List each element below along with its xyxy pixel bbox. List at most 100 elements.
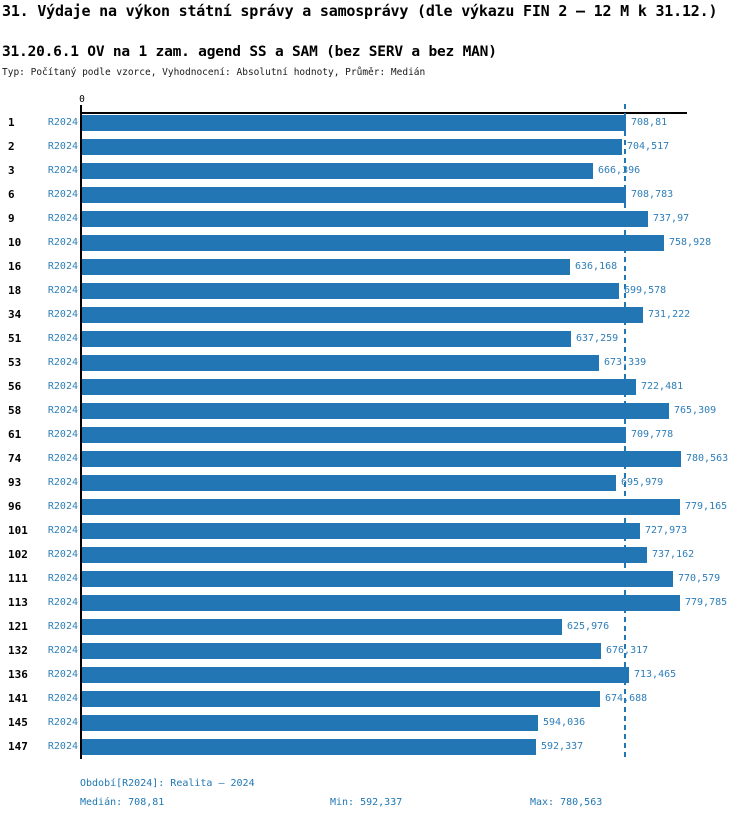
- row-period: R2024: [47, 165, 78, 176]
- bar-row: 34 R2024 731,222: [0, 303, 750, 327]
- bar-row: 93 R2024 695,979: [0, 471, 750, 495]
- row-id: 121: [8, 620, 28, 633]
- row-id: 53: [8, 356, 22, 369]
- row-id: 9: [8, 212, 15, 225]
- bar: [82, 427, 626, 443]
- x-axis-line: [81, 112, 687, 114]
- bar-value: 676,317: [606, 645, 649, 656]
- bar: [82, 163, 593, 179]
- row-period: R2024: [47, 741, 78, 752]
- bar-value: 737,97: [653, 213, 690, 224]
- bar-value: 758,928: [669, 237, 712, 248]
- row-period: R2024: [47, 189, 78, 200]
- row-id: 58: [8, 404, 22, 417]
- bar-value: 713,465: [634, 669, 677, 680]
- row-period: R2024: [47, 621, 78, 632]
- bar-value: 770,579: [678, 573, 721, 584]
- footer-period-label: Období[R2024]: Realita – 2024: [80, 778, 255, 789]
- row-id: 34: [8, 308, 22, 321]
- bar: [82, 499, 680, 515]
- row-id: 101: [8, 524, 28, 537]
- row-period: R2024: [47, 501, 78, 512]
- bar-value: 637,259: [576, 333, 619, 344]
- bar-value: 727,973: [645, 525, 688, 536]
- bar-row: 74 R2024 780,563: [0, 447, 750, 471]
- footer-min-label: Min: 592,337: [330, 797, 403, 808]
- row-period: R2024: [47, 573, 78, 584]
- bar-value: 699,578: [624, 285, 667, 296]
- x-axis-zero-label: 0: [79, 94, 85, 105]
- bar: [82, 259, 570, 275]
- row-id: 102: [8, 548, 28, 561]
- bar-row: 9 R2024 737,97: [0, 207, 750, 231]
- bar: [82, 667, 629, 683]
- row-id: 1: [8, 116, 15, 129]
- bar-row: 102 R2024 737,162: [0, 543, 750, 567]
- row-id: 147: [8, 740, 28, 753]
- bar: [82, 451, 681, 467]
- bar-value: 708,783: [631, 189, 674, 200]
- bar-row: 101 R2024 727,973: [0, 519, 750, 543]
- row-id: 145: [8, 716, 28, 729]
- row-id: 136: [8, 668, 28, 681]
- row-period: R2024: [47, 141, 78, 152]
- bar-value: 695,979: [621, 477, 664, 488]
- bar: [82, 307, 643, 323]
- bar-value: 592,337: [541, 741, 584, 752]
- bar: [82, 643, 601, 659]
- bar-row: 61 R2024 709,778: [0, 423, 750, 447]
- bar-row: 18 R2024 699,578: [0, 279, 750, 303]
- bar: [82, 403, 669, 419]
- bar-value: 709,778: [631, 429, 674, 440]
- row-period: R2024: [47, 237, 78, 248]
- bar: [82, 331, 571, 347]
- bar-row: 1 R2024 708,81: [0, 111, 750, 135]
- row-period: R2024: [47, 597, 78, 608]
- chart-title: 31. Výdaje na výkon státní správy a samo…: [2, 2, 718, 20]
- bar-chart: 0 1 R2024 708,81 2 R2024 704,517 3 R2024…: [0, 94, 750, 759]
- bar-row: 147 R2024 592,337: [0, 735, 750, 759]
- bar: [82, 619, 562, 635]
- bar-value: 674,688: [605, 693, 648, 704]
- bar-row: 51 R2024 637,259: [0, 327, 750, 351]
- bar-value: 737,162: [652, 549, 695, 560]
- bar-row: 2 R2024 704,517: [0, 135, 750, 159]
- bar-row: 113 R2024 779,785: [0, 591, 750, 615]
- row-id: 6: [8, 188, 15, 201]
- bar-row: 121 R2024 625,976: [0, 615, 750, 639]
- bar-value: 765,309: [674, 405, 717, 416]
- bar-row: 53 R2024 673,339: [0, 351, 750, 375]
- row-period: R2024: [47, 405, 78, 416]
- y-axis-line: [80, 112, 82, 759]
- bar-row: 145 R2024 594,036: [0, 711, 750, 735]
- chart-subtitle: 31.20.6.1 OV na 1 zam. agend SS a SAM (b…: [2, 44, 497, 60]
- row-id: 96: [8, 500, 22, 513]
- footer-max-label: Max: 780,563: [530, 797, 603, 808]
- footer-stats: Medián: 708,81 Min: 592,337 Max: 780,563: [0, 797, 750, 811]
- bar: [82, 235, 664, 251]
- bar-value: 779,165: [685, 501, 728, 512]
- bar-value: 708,81: [631, 117, 668, 128]
- row-id: 132: [8, 644, 28, 657]
- bar-row: 6 R2024 708,783: [0, 183, 750, 207]
- bar: [82, 211, 648, 227]
- row-period: R2024: [47, 117, 78, 128]
- row-period: R2024: [47, 357, 78, 368]
- bar-value: 722,481: [641, 381, 684, 392]
- bar-value: 594,036: [543, 717, 586, 728]
- bar: [82, 283, 619, 299]
- bar-rows: 1 R2024 708,81 2 R2024 704,517 3 R2024 6…: [0, 111, 750, 759]
- row-period: R2024: [47, 525, 78, 536]
- row-period: R2024: [47, 717, 78, 728]
- bar-row: 111 R2024 770,579: [0, 567, 750, 591]
- bar: [82, 691, 600, 707]
- x-axis-zero-tick: [80, 105, 82, 113]
- bar-row: 96 R2024 779,165: [0, 495, 750, 519]
- bar-row: 132 R2024 676,317: [0, 639, 750, 663]
- bar-value: 666,396: [598, 165, 641, 176]
- row-period: R2024: [47, 453, 78, 464]
- bar: [82, 379, 636, 395]
- row-id: 51: [8, 332, 22, 345]
- row-id: 10: [8, 236, 22, 249]
